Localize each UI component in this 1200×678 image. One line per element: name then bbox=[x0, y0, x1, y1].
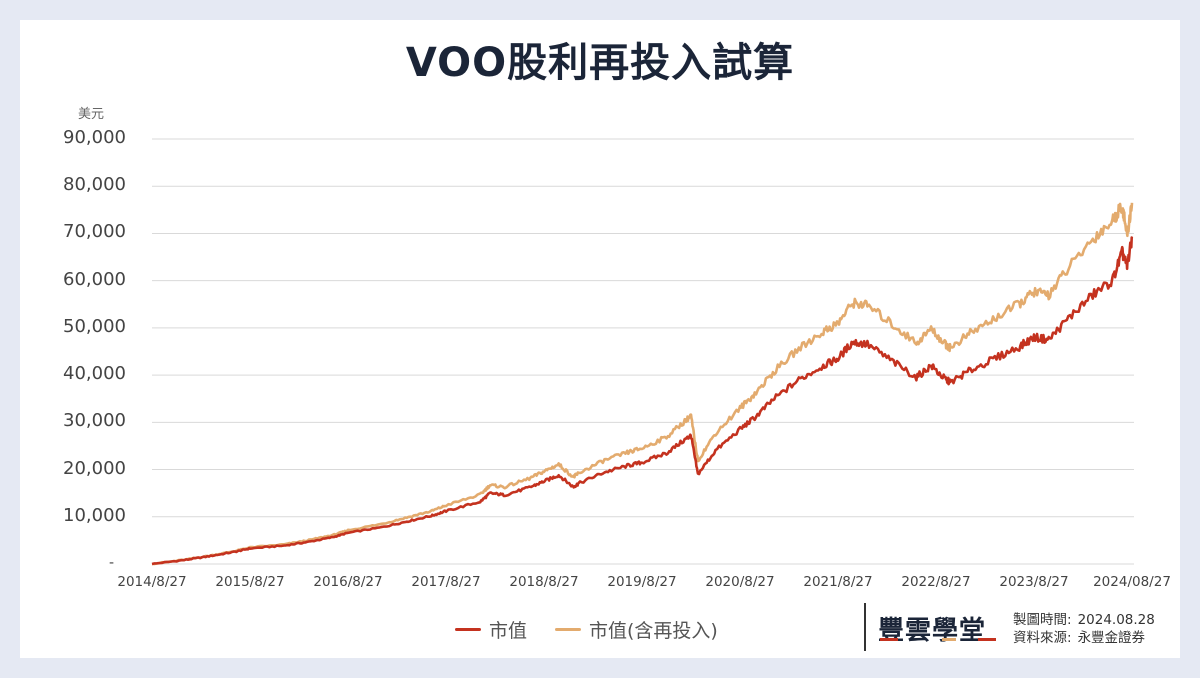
series-line-market-value-reinvested bbox=[152, 202, 1134, 566]
x-tick-label: 2021/8/27 bbox=[803, 574, 873, 590]
y-tick-label: 30,000 bbox=[63, 410, 126, 432]
chart-title: VOO股利再投入試算 bbox=[405, 40, 795, 86]
source-value: 永豐金證券 bbox=[1077, 630, 1146, 646]
y-tick-label: 80,000 bbox=[63, 174, 126, 196]
x-tick-label: 2017/8/27 bbox=[411, 574, 481, 590]
x-tick-label: 2024/08/27 bbox=[1093, 574, 1171, 590]
legend-swatch-tan bbox=[555, 628, 582, 631]
y-tick-label: 90,000 bbox=[63, 127, 126, 148]
x-tick-label: 2022/8/27 bbox=[901, 574, 971, 590]
y-tick-label: - bbox=[108, 555, 114, 571]
source-label: 資料來源: bbox=[1013, 630, 1072, 646]
x-tick-label: 2019/8/27 bbox=[607, 574, 677, 590]
x-tick-label: 2015/8/27 bbox=[215, 574, 285, 590]
x-tick-label: 2018/8/27 bbox=[509, 574, 579, 590]
made-time-label: 製圖時間: bbox=[1013, 612, 1072, 628]
brand-accent-red bbox=[880, 638, 898, 641]
chart-panel bbox=[20, 20, 1180, 658]
y-tick-label: 40,000 bbox=[63, 363, 126, 385]
brand-accent-tan bbox=[942, 638, 956, 641]
series-line-market-value bbox=[151, 236, 1134, 566]
y-tick-label: 50,000 bbox=[63, 315, 126, 337]
legend-label-market-value: 市值 bbox=[489, 620, 528, 642]
footer-divider bbox=[864, 603, 866, 651]
y-tick-label: 60,000 bbox=[63, 268, 126, 290]
y-tick-label: 20,000 bbox=[63, 457, 126, 479]
footer-meta: 製圖時間: 2024.08.28 資料來源: 永豐金證券 bbox=[1013, 611, 1155, 647]
brand-accent-red-2 bbox=[978, 638, 996, 641]
y-axis-unit: 美元 bbox=[78, 107, 105, 122]
legend-item-market-value-reinvested: 市值(含再投入) bbox=[555, 616, 718, 643]
x-tick-label: 2016/8/27 bbox=[313, 574, 383, 590]
y-tick-label: 10,000 bbox=[63, 504, 126, 526]
y-tick-label: 70,000 bbox=[63, 221, 126, 243]
x-tick-label: 2023/8/27 bbox=[999, 574, 1069, 590]
x-tick-label: 2014/8/27 bbox=[117, 574, 187, 590]
legend-label-market-value-reinvested: 市值(含再投入) bbox=[589, 620, 718, 642]
legend-item-market-value: 市值 bbox=[455, 616, 527, 643]
x-tick-label: 2020/8/27 bbox=[705, 574, 775, 590]
made-time-value: 2024.08.28 bbox=[1077, 612, 1155, 628]
brand-logo: 豐雲學堂 bbox=[878, 616, 987, 646]
legend-swatch-red bbox=[455, 628, 481, 631]
legend: 市值 市值(含再投入) bbox=[455, 616, 718, 643]
